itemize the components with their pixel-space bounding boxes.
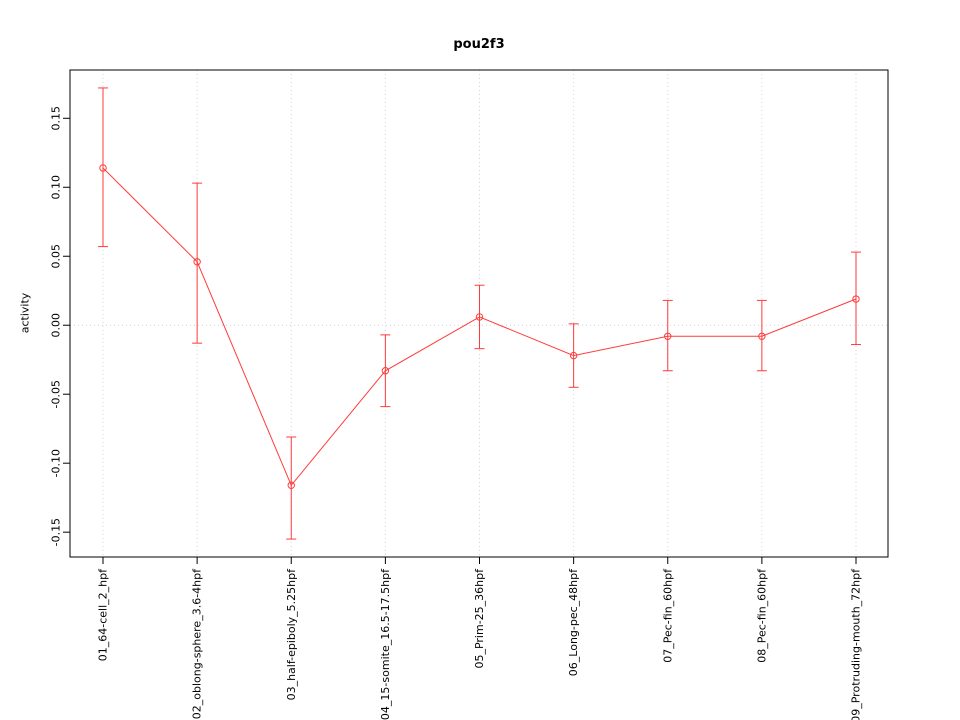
chart-title: pou2f3 <box>453 37 505 52</box>
x-tick-label: 09_Protruding-mouth_72hpf <box>850 568 863 720</box>
x-tick-label: 06_Long-pec_48hpf <box>567 568 580 676</box>
data-point <box>99 164 107 172</box>
x-tick-label: 02_oblong-sphere_3.6-4hpf <box>191 568 204 719</box>
x-tick-label: 01_64-cell_2_hpf <box>97 568 110 661</box>
y-tick-label: 0.00 <box>50 313 63 338</box>
x-tick-label: 07_Pec-fin_60hpf <box>661 568 674 663</box>
x-tick-label: 04_15-somite_16.5-17.5hpf <box>379 568 392 720</box>
data-point <box>475 313 484 321</box>
y-tick-label: -0.10 <box>50 449 63 477</box>
y-tick-label: 0.10 <box>50 175 63 200</box>
x-tick-label: 03_half-epiboly_5.25hpf <box>285 568 298 701</box>
data-point <box>664 332 672 340</box>
data-point <box>758 332 766 340</box>
y-tick-label: 0.05 <box>50 244 63 269</box>
y-tick-label: -0.15 <box>50 518 63 546</box>
data-point <box>569 351 578 360</box>
x-tick-label: 08_Pec-fin_60hpf <box>755 568 768 663</box>
data-point <box>381 367 390 375</box>
data-point <box>193 258 201 266</box>
y-tick-label: -0.05 <box>50 380 63 408</box>
series-line <box>102 167 857 487</box>
data-point <box>287 481 295 489</box>
x-tick-label: 05_Prim-25_36hpf <box>473 568 486 669</box>
data-point <box>852 295 860 303</box>
y-tick-label: 0.15 <box>50 106 63 131</box>
